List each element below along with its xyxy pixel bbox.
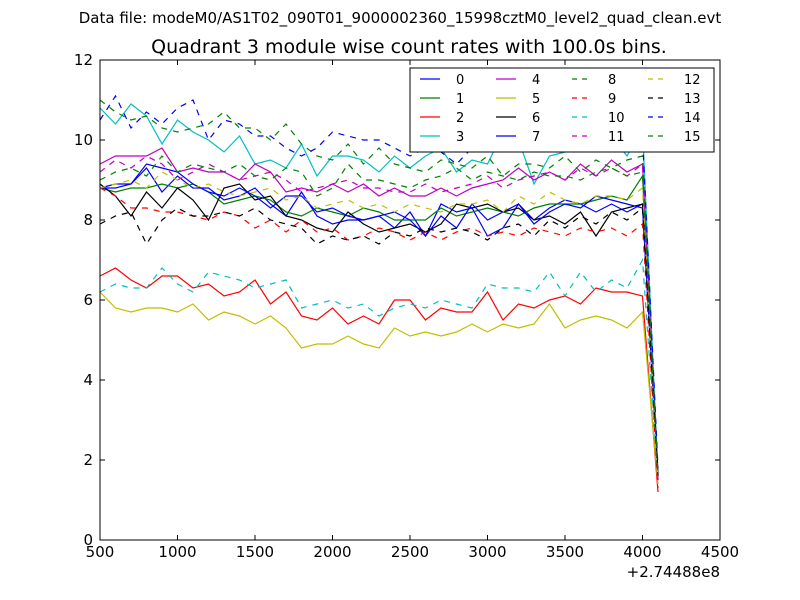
legend-box bbox=[409, 67, 715, 153]
series-line-11 bbox=[99, 155, 659, 481]
series-line-9 bbox=[99, 187, 659, 489]
legend-label-4: 4 bbox=[532, 73, 540, 88]
legend-label-9: 9 bbox=[608, 92, 616, 107]
x-tick-label: 3000 bbox=[468, 543, 506, 561]
legend-label-6: 6 bbox=[532, 111, 540, 126]
series-line-2 bbox=[99, 267, 659, 493]
x-tick-label: 500 bbox=[86, 543, 115, 561]
y-tick-label: 10 bbox=[74, 131, 93, 149]
x-tick-label: 2500 bbox=[391, 543, 429, 561]
series-line-8 bbox=[99, 99, 659, 473]
series-line-3 bbox=[99, 103, 659, 477]
y-tick-label: 0 bbox=[83, 531, 93, 549]
legend-label-7: 7 bbox=[532, 130, 540, 145]
series-line-13 bbox=[99, 206, 659, 477]
y-tick-label: 12 bbox=[74, 51, 93, 69]
legend-label-14: 14 bbox=[684, 111, 701, 126]
x-tick-label: 4500 bbox=[701, 543, 739, 561]
series-line-0 bbox=[99, 167, 659, 477]
legend-label-0: 0 bbox=[456, 73, 464, 88]
legend-label-10: 10 bbox=[608, 111, 625, 126]
x-tick-label: 1500 bbox=[236, 543, 274, 561]
x-tick-label: 1000 bbox=[158, 543, 196, 561]
x-tick-label: 4000 bbox=[623, 543, 661, 561]
legend-label-15: 15 bbox=[684, 130, 701, 145]
legend-label-2: 2 bbox=[456, 111, 464, 126]
series-line-10 bbox=[99, 257, 659, 481]
figure-suptitle: Data file: modeM0/AS1T02_090T01_90000023… bbox=[78, 9, 722, 27]
y-tick-label: 4 bbox=[83, 371, 93, 389]
chart-title: Quadrant 3 module wise count rates with … bbox=[151, 36, 667, 58]
legend-label-5: 5 bbox=[532, 92, 540, 107]
y-tick-label: 8 bbox=[83, 211, 93, 229]
legend-label-13: 13 bbox=[684, 92, 701, 107]
y-tick-label: 6 bbox=[83, 291, 93, 309]
series-line-7 bbox=[100, 163, 659, 477]
legend-label-3: 3 bbox=[456, 130, 464, 145]
x-tick-label: 2000 bbox=[313, 543, 351, 561]
series-layer bbox=[99, 94, 659, 493]
legend-label-11: 11 bbox=[608, 130, 625, 145]
series-line-15 bbox=[99, 155, 659, 477]
series-line-4 bbox=[99, 147, 659, 481]
series-line-5 bbox=[99, 291, 659, 485]
legend-label-8: 8 bbox=[608, 73, 616, 88]
series-line-6 bbox=[99, 183, 659, 477]
axes-layer: 500 1000 1500 2000 2500 3000 3500 4000 4500 0 2 4 6 8… bbox=[74, 51, 739, 561]
series-line-12 bbox=[99, 171, 659, 485]
legend-label-12: 12 bbox=[684, 73, 701, 88]
x-tick-label: 3500 bbox=[546, 543, 584, 561]
legend-label-1: 1 bbox=[456, 92, 464, 107]
y-tick-label: 2 bbox=[83, 451, 93, 469]
x-offset-label: +2.74488e8 bbox=[627, 563, 720, 581]
